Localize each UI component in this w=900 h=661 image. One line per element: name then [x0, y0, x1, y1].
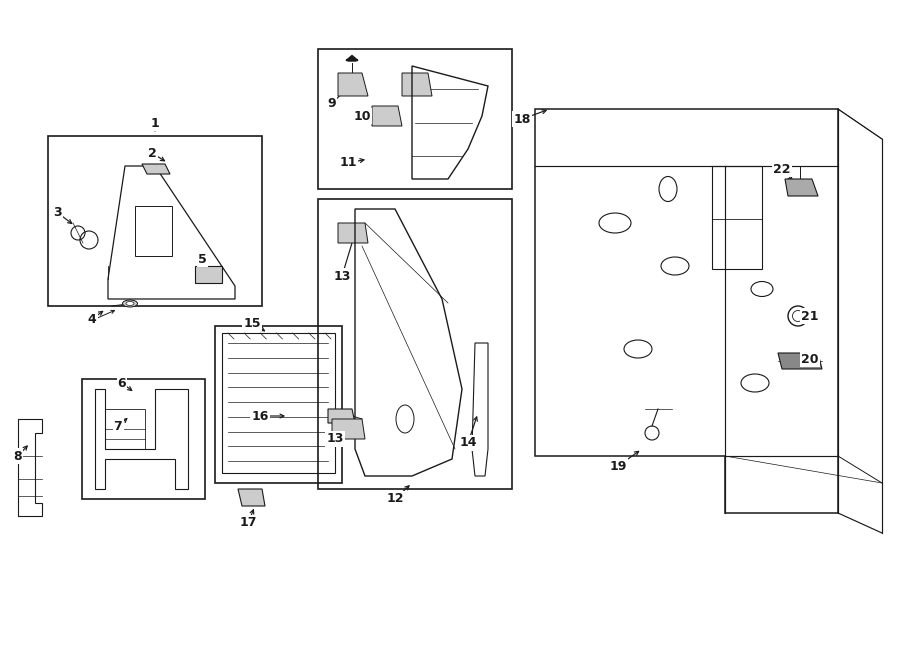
Polygon shape	[785, 179, 818, 196]
Polygon shape	[338, 73, 368, 96]
Text: 8: 8	[14, 449, 22, 463]
Text: 11: 11	[339, 157, 356, 169]
Bar	[48, 136, 262, 306]
Text: 18: 18	[513, 112, 531, 126]
Bar	[82, 379, 205, 499]
Text: 9: 9	[328, 97, 337, 110]
Text: 22: 22	[773, 163, 791, 176]
Polygon shape	[402, 73, 432, 96]
Text: 3: 3	[54, 206, 62, 219]
Polygon shape	[778, 353, 822, 369]
Text: 12: 12	[386, 492, 404, 506]
FancyArrow shape	[346, 56, 358, 61]
Text: 13: 13	[333, 270, 351, 282]
Text: 21: 21	[801, 309, 819, 323]
Polygon shape	[142, 164, 170, 174]
Text: 20: 20	[801, 352, 819, 366]
Bar	[318, 199, 512, 489]
Polygon shape	[338, 223, 368, 243]
Text: 5: 5	[198, 253, 206, 266]
Ellipse shape	[126, 301, 134, 305]
Ellipse shape	[122, 300, 138, 307]
Text: 1: 1	[150, 116, 159, 130]
Text: 10: 10	[353, 110, 371, 122]
Text: 13: 13	[327, 432, 344, 446]
Polygon shape	[328, 409, 355, 423]
Text: 2: 2	[148, 147, 157, 159]
Polygon shape	[238, 489, 265, 506]
Bar	[318, 49, 512, 189]
Polygon shape	[195, 266, 222, 283]
Polygon shape	[332, 419, 365, 439]
Bar	[215, 326, 342, 483]
Text: 7: 7	[113, 420, 122, 432]
Text: 14: 14	[459, 436, 477, 449]
Polygon shape	[372, 106, 402, 126]
Text: 4: 4	[87, 313, 96, 325]
Text: 15: 15	[243, 317, 261, 329]
Text: 16: 16	[251, 410, 269, 422]
Text: 17: 17	[239, 516, 256, 529]
Text: 6: 6	[118, 377, 126, 389]
Text: 19: 19	[609, 459, 626, 473]
